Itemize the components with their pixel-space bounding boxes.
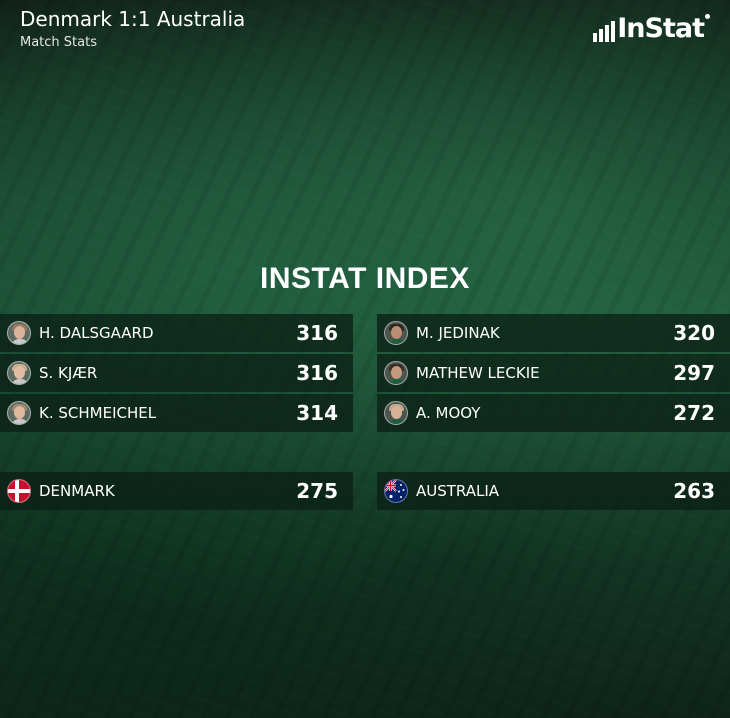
player-name: H. DALSGAARD [39, 324, 154, 342]
player-avatar [384, 361, 408, 385]
team-name: AUSTRALIA [416, 482, 500, 500]
player-row: M. JEDINAK 320 [377, 314, 730, 352]
player-index-value: 320 [673, 321, 715, 345]
player-name: S. KJÆR [39, 364, 98, 382]
player-row: S. KJÆR 316 [0, 354, 353, 392]
player-avatar [384, 401, 408, 425]
match-title: Denmark 1:1 Australia [20, 7, 246, 31]
team-row: DENMARK 275 [0, 472, 353, 510]
player-index-value: 316 [296, 361, 338, 385]
denmark-flag-icon [7, 479, 31, 503]
player-avatar [7, 401, 31, 425]
player-index-value: 272 [673, 401, 715, 425]
player-row: MATHEW LECKIE 297 [377, 354, 730, 392]
match-subtitle: Match Stats [20, 35, 97, 50]
logo-text: InStat [617, 13, 705, 44]
player-name: MATHEW LECKIE [416, 364, 540, 382]
player-index-value: 314 [296, 401, 338, 425]
team-index-value: 275 [296, 479, 338, 503]
australia-flag-icon [384, 479, 408, 503]
australia-column: M. JEDINAK 320 MATHEW LECKIE 297 A. MOOY… [377, 314, 730, 512]
player-avatar [7, 321, 31, 345]
team-index-value: 263 [673, 479, 715, 503]
player-row: A. MOOY 272 [377, 394, 730, 432]
logo-dot-icon [705, 14, 710, 19]
team-row: AUSTRALIA 263 [377, 472, 730, 510]
team-name: DENMARK [39, 482, 115, 500]
logo-bars-icon [593, 20, 616, 42]
section-title: INSTAT INDEX [260, 262, 470, 295]
player-row: H. DALSGAARD 316 [0, 314, 353, 352]
denmark-column: H. DALSGAARD 316 S. KJÆR 316 K. SCHMEICH… [0, 314, 353, 512]
player-row: K. SCHMEICHEL 314 [0, 394, 353, 432]
player-avatar [384, 321, 408, 345]
player-avatar [7, 361, 31, 385]
instat-logo: InStat [593, 14, 710, 42]
player-index-value: 316 [296, 321, 338, 345]
player-index-value: 297 [673, 361, 715, 385]
player-name: M. JEDINAK [416, 324, 500, 342]
player-name: K. SCHMEICHEL [39, 404, 157, 422]
player-name: A. MOOY [416, 404, 481, 422]
